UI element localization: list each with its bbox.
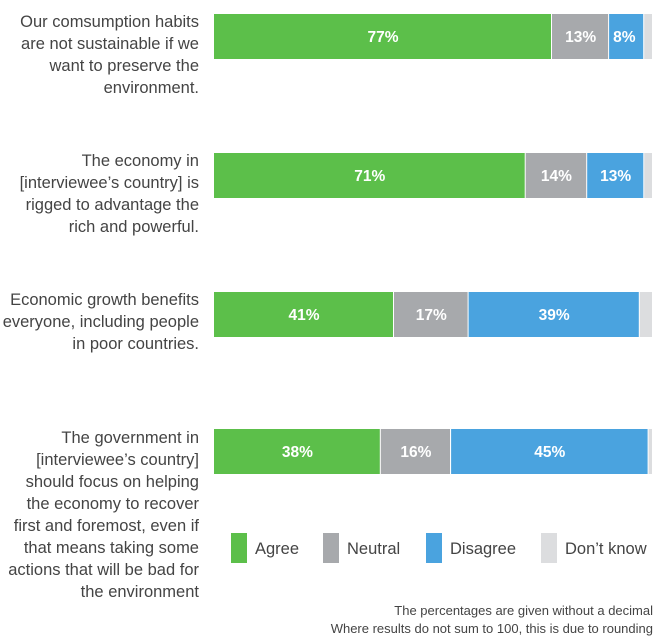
statement-label-4: The government in [interviewee’s country… [8,429,199,601]
data-label-1-disagree: 8% [613,29,636,46]
data-label-4-neutral: 16% [400,444,431,461]
bar-4-agree [214,429,380,474]
data-label-2-neutral: 14% [541,168,572,185]
data-label-4-disagree: 45% [534,444,565,461]
data-label-3-disagree: 39% [539,307,570,324]
data-label-1-agree: 77% [367,29,398,46]
bar-3-agree [214,292,393,337]
data-label-2-disagree: 13% [600,168,631,185]
legend-label-neutral: Neutral [347,540,401,558]
bar-1-neutral [552,14,609,59]
legend-swatch-neutral [323,533,339,563]
bar-2-agree [214,153,525,198]
stacked-bar-chart: 77% 13% 8% 71% 14% 13% 41% 17% 39% 38% 16% 45% [214,14,652,474]
legend-swatch-dont-know [541,533,557,563]
legend-label-disagree: Disagree [450,540,517,558]
footnote-line-2: Where results do not sum to 100, this is… [330,621,653,636]
data-label-2-agree: 71% [354,168,385,185]
bar-2-don-t-know [644,153,652,198]
legend-label-dont-know: Don’t know [565,540,647,558]
footnote-line-1: The percentages are given without a deci… [394,603,653,618]
data-label-3-neutral: 17% [416,307,447,324]
bar-1-agree [214,14,551,59]
legend-label-agree: Agree [255,540,300,558]
legend-swatch-agree [231,533,247,563]
statement-label-2: The economy in [interviewee’s country] i… [19,152,199,236]
bar-4-neutral [380,429,450,474]
data-label-3-agree: 41% [288,307,319,324]
bar-1-disagree [609,14,644,59]
bar-2-disagree [587,153,644,198]
data-label-1-neutral: 13% [565,29,596,46]
bar-3-don-t-know [639,292,652,337]
legend-swatch-disagree [426,533,442,563]
bar-3-disagree [468,292,639,337]
bar-1-don-t-know [644,14,652,59]
bar-2-neutral [525,153,587,198]
bar-4-don-t-know [648,429,652,474]
bar-4-disagree [451,429,648,474]
bar-3-neutral [394,292,468,337]
statement-label-1: Our comsumption habits are not sustainab… [20,13,199,97]
statement-label-3: Economic growth benefits everyone, inclu… [2,291,199,353]
data-label-4-agree: 38% [282,444,313,461]
